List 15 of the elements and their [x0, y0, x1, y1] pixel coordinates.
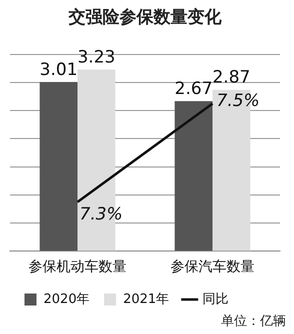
bar: [174, 101, 212, 251]
data-label: 2.67: [174, 78, 213, 99]
data-label: 3.23: [77, 48, 116, 68]
x-tick-label: 参保机动车数量: [28, 259, 126, 276]
legend-label: 同比: [202, 292, 229, 307]
data-label: 2.87: [212, 68, 250, 88]
legend-label: 2020年: [44, 292, 90, 307]
text: 单位：亿辆: [221, 313, 286, 330]
legend-label: 2021年: [123, 292, 170, 307]
data-label: 7.3%: [80, 204, 123, 224]
data-label: 3.01: [40, 60, 78, 80]
x-tick-label: 参保汽车数量: [170, 259, 254, 276]
chart-title: 交强险参保数量变化: [68, 8, 222, 28]
data-label: 7.5%: [216, 91, 260, 112]
bar: [40, 82, 78, 251]
